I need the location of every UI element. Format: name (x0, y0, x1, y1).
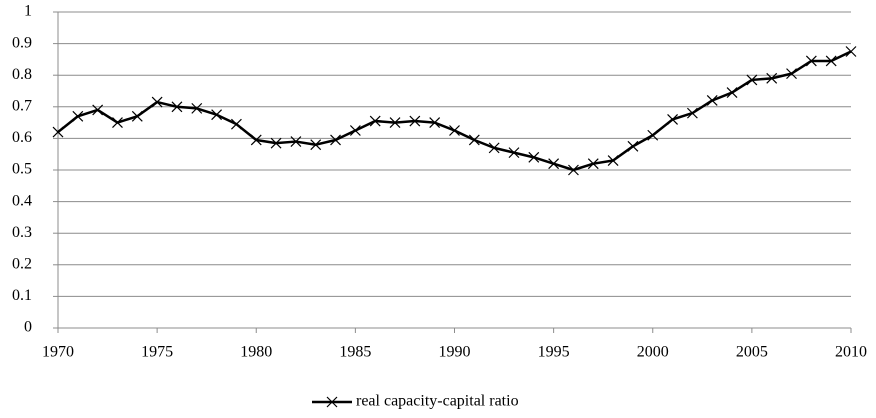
point-marker (568, 164, 579, 176)
x-tick-label: 1995 (538, 344, 570, 361)
x-tick-label: 2005 (736, 344, 768, 361)
x-tick-label: 2010 (835, 344, 867, 361)
point-marker (131, 110, 143, 122)
x-tick-label: 2000 (637, 344, 669, 361)
x-tick-label: 1970 (42, 344, 74, 361)
point-marker (508, 147, 520, 159)
point-marker (805, 55, 817, 67)
legend-label: real capacity-capital ratio (356, 393, 519, 410)
point-marker (786, 68, 797, 80)
y-tick-label: 0.7 (12, 97, 32, 114)
point-marker (330, 134, 341, 146)
y-tick-label: 0.2 (12, 255, 32, 272)
y-tick-label: 0.3 (12, 224, 32, 241)
y-tick-label: 0.1 (12, 287, 32, 304)
point-marker (825, 55, 837, 67)
point-marker (647, 129, 659, 141)
x-tick-label: 1990 (439, 344, 471, 361)
point-marker (290, 136, 302, 147)
point-marker (250, 134, 262, 146)
point-marker (409, 115, 421, 127)
x-tick-label: 1975 (141, 344, 173, 361)
y-tick-label: 0.5 (12, 161, 32, 178)
y-tick-label: 0.6 (12, 129, 32, 146)
point-marker (706, 95, 718, 106)
y-tick-label: 0.4 (12, 192, 32, 209)
point-marker (52, 126, 64, 138)
point-marker (270, 137, 282, 149)
y-tick-label: 0.9 (12, 34, 32, 51)
point-marker (429, 117, 441, 129)
point-marker (369, 115, 381, 127)
point-marker (151, 96, 163, 108)
line (57, 50, 852, 172)
y-tick-label: 0.8 (12, 66, 32, 83)
point-marker (211, 109, 223, 121)
point-marker (310, 139, 322, 151)
x-tick-label: 1980 (240, 344, 272, 361)
point-marker (112, 117, 123, 129)
point-marker (449, 125, 460, 136)
point-marker (191, 102, 203, 114)
point-marker (548, 158, 560, 170)
y-tick-label: 1 (24, 3, 32, 20)
point-marker (607, 155, 619, 166)
point-marker (231, 118, 242, 130)
y-tick-label: 0 (24, 319, 32, 336)
point-marker (349, 125, 361, 136)
point-marker (726, 87, 738, 99)
point-marker (766, 72, 778, 84)
point-marker (845, 46, 857, 57)
x-tick-label: 1985 (339, 344, 371, 361)
point-marker (667, 114, 678, 125)
point-marker (686, 107, 698, 119)
point-marker (528, 151, 540, 163)
point-marker (627, 140, 639, 152)
legend-marker (326, 396, 338, 408)
point-marker (92, 104, 104, 116)
point-marker (587, 158, 599, 170)
point-marker (468, 134, 480, 146)
point-marker (746, 74, 758, 86)
point-marker (488, 142, 500, 154)
point-marker (72, 110, 84, 122)
point-marker (389, 117, 401, 129)
point-marker (171, 101, 183, 113)
